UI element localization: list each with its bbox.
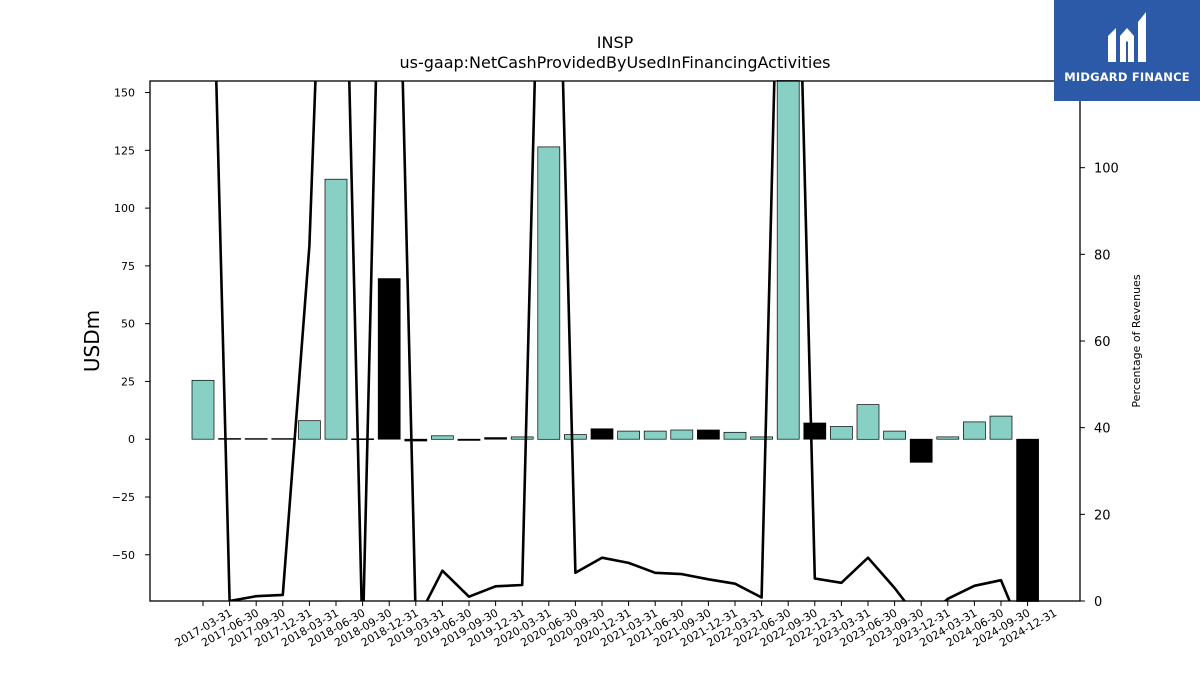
bar-2024-06-30 <box>963 421 986 440</box>
bar-2019-09-30 <box>457 438 481 441</box>
bar-2022-12-31 <box>803 422 827 440</box>
y-tick-label: 100 <box>114 202 135 215</box>
bar-2018-12-31 <box>377 278 401 440</box>
y2-tick-label: 60 <box>1094 335 1111 350</box>
bar-2021-09-30 <box>670 429 694 440</box>
y-tick-label: 50 <box>121 318 135 331</box>
bar-2018-06-30 <box>324 178 348 440</box>
bar-2017-09-30 <box>244 438 268 440</box>
bar-2020-09-30 <box>564 434 587 440</box>
bar-2023-06-30 <box>856 404 880 440</box>
bar-2021-06-30 <box>643 430 667 440</box>
bar-2024-09-30 <box>989 415 1013 440</box>
bar-2020-06-30 <box>537 146 561 440</box>
logo-mark-icon <box>1108 12 1146 62</box>
revenue-share-line <box>214 81 1012 601</box>
left-axis: −50 −25 0 25 50 75 100 125 150 <box>112 87 150 562</box>
y2-tick-label: 20 <box>1094 508 1111 523</box>
bar-2022-03-31 <box>723 431 747 440</box>
bar-2019-03-31 <box>404 438 428 442</box>
bar-group <box>191 80 1039 602</box>
y-tick-label: −25 <box>112 491 135 504</box>
bar-2018-03-31 <box>298 420 321 440</box>
bar-2021-03-31 <box>617 430 640 440</box>
bar-2023-09-30 <box>883 430 906 440</box>
y2-tick-label: 0 <box>1094 595 1102 610</box>
bar-2022-09-30 <box>776 80 800 440</box>
bar-2017-06-30 <box>218 438 241 440</box>
bar-2023-12-31 <box>909 438 933 463</box>
bar-2019-12-31 <box>484 437 507 440</box>
bar-2024-12-31 <box>1016 438 1039 602</box>
y-tick-label: 125 <box>114 144 135 157</box>
right-axis: 0 20 40 60 80 100 <box>1080 162 1119 610</box>
x-axis: 2017-03-312017-06-302017-09-302017-12-31… <box>173 601 1059 650</box>
chart-title: INSP <box>597 33 634 52</box>
bar-2017-12-31 <box>271 438 295 440</box>
y2-axis-label: Percentage of Revenues <box>1130 274 1143 407</box>
bar-2020-03-31 <box>510 436 534 440</box>
y-tick-label: −50 <box>112 549 135 562</box>
line-group <box>214 81 1012 601</box>
bar-2024-03-31 <box>936 436 960 440</box>
y-axis-label: USDm <box>80 310 104 372</box>
y2-tick-label: 100 <box>1094 162 1119 177</box>
midgard-finance-logo: MIDGARD FINANCE <box>1054 0 1200 101</box>
y-tick-label: 0 <box>128 433 135 446</box>
logo-text: MIDGARD FINANCE <box>1064 70 1190 84</box>
bar-2021-12-31 <box>697 429 720 440</box>
bar-2022-06-30 <box>750 436 773 440</box>
y-tick-label: 150 <box>114 87 135 100</box>
y2-tick-label: 80 <box>1094 248 1111 263</box>
bar-2020-12-31 <box>590 428 614 440</box>
bar-2019-06-30 <box>431 435 454 440</box>
bar-2023-03-31 <box>830 426 853 440</box>
bar-2017-03-31 <box>191 379 215 440</box>
bar-2018-09-30 <box>351 438 374 440</box>
y-tick-label: 25 <box>121 375 135 388</box>
y2-tick-label: 40 <box>1094 422 1111 437</box>
y-tick-label: 75 <box>121 260 135 273</box>
chart-subtitle: us-gaap:NetCashProvidedByUsedInFinancing… <box>399 53 830 72</box>
